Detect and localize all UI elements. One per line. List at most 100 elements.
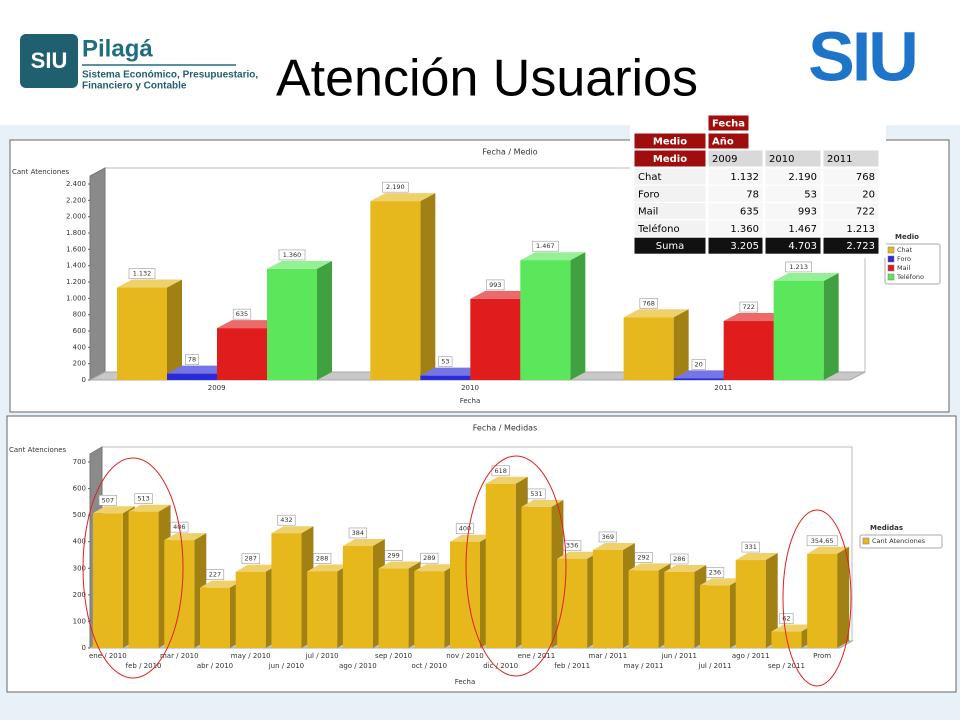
value-label: 722 <box>742 303 754 311</box>
bar <box>235 571 266 648</box>
value-label-box <box>277 514 296 526</box>
table-text: 993 <box>798 207 817 218</box>
bar <box>700 585 730 648</box>
table-cell <box>764 236 822 255</box>
value-label-box <box>486 279 505 291</box>
x-tick-label: ene / 2011 <box>518 652 556 660</box>
bar-top <box>723 313 789 322</box>
bar <box>342 545 373 648</box>
value-label: 62 <box>782 615 790 623</box>
bar <box>735 560 766 648</box>
table-text: 1.360 <box>730 224 759 235</box>
x-tick-label: abr / 2010 <box>197 662 233 670</box>
table-text: Teléfono <box>637 223 680 235</box>
bar-top <box>700 578 742 586</box>
bar <box>521 506 552 648</box>
value-label-box <box>691 359 706 370</box>
legend-swatch <box>887 273 895 281</box>
value-label-box <box>185 354 200 365</box>
y-tick-label: 0 <box>82 376 86 384</box>
y-tick-label: 700 <box>73 458 86 466</box>
chart-title: Fecha / Medidas <box>473 424 538 433</box>
table-text: Foro <box>638 189 660 200</box>
x-tick-label: 2009 <box>208 384 226 392</box>
value-label: 531 <box>530 490 542 498</box>
bar-top <box>521 499 564 507</box>
value-label: 369 <box>602 533 614 541</box>
bar <box>164 540 195 648</box>
bar-top <box>128 504 171 512</box>
value-label: 236 <box>709 568 721 576</box>
x-tick-label: may / 2011 <box>624 662 664 670</box>
bar-side <box>167 279 182 380</box>
value-label: 289 <box>423 554 435 562</box>
left-wall <box>89 167 106 381</box>
value-label-box <box>563 540 582 552</box>
bar <box>807 553 838 648</box>
table-cell <box>822 149 880 168</box>
bar <box>771 631 802 648</box>
pivot-table: Fecha Medio Año Medio 2009 2010 2011 Chat 1.132 2… <box>630 112 886 258</box>
value-label-box <box>779 613 794 624</box>
value-label: 2.190 <box>386 183 405 191</box>
bar-top <box>271 526 314 534</box>
table-text: Suma <box>656 241 685 252</box>
bar <box>117 287 167 380</box>
bar-top <box>92 506 135 514</box>
legend-label: Teléfono <box>896 273 924 281</box>
bar-side <box>317 260 332 380</box>
x-tick-label: mar / 2010 <box>160 652 199 660</box>
value-label: 299 <box>387 552 399 560</box>
y-tick-label: 200 <box>73 360 86 368</box>
x-axis-label: Fecha <box>455 678 476 686</box>
bar <box>414 571 445 648</box>
bar-top <box>164 533 207 541</box>
bar-top <box>628 563 671 571</box>
value-label-box <box>670 553 689 565</box>
bar <box>267 268 317 380</box>
table-text: Mail <box>638 207 658 218</box>
bar-top <box>485 476 528 484</box>
value-label-box <box>382 181 409 193</box>
value-label-box <box>741 541 760 553</box>
value-label-box <box>532 240 559 252</box>
value-label: 354,65 <box>811 537 834 545</box>
bar-top <box>217 320 282 329</box>
highlight-ellipse <box>82 457 184 679</box>
x-axis-label: Fecha <box>460 397 481 405</box>
bar-top <box>414 564 457 572</box>
table-text: 1.467 <box>788 224 817 235</box>
legend-box <box>859 534 943 549</box>
bar-top <box>200 580 242 588</box>
y-tick-label: 1.000 <box>66 294 86 302</box>
y-tick-label: 300 <box>73 564 86 572</box>
product-line: Financiero y Contable <box>82 81 187 92</box>
value-label-box <box>348 527 367 539</box>
bar-side <box>673 309 689 380</box>
bar <box>557 558 588 648</box>
value-label-box <box>98 494 117 506</box>
bar <box>128 511 159 648</box>
value-label-box <box>739 301 758 313</box>
value-label-box <box>384 550 403 561</box>
value-label-box <box>134 493 153 504</box>
value-label-box <box>278 249 306 261</box>
highlight-ellipse <box>465 455 567 677</box>
legend-swatch <box>887 264 895 272</box>
value-label-box <box>598 531 617 543</box>
bar <box>217 328 267 380</box>
y-tick-label: 2.200 <box>66 196 86 204</box>
legend-swatch <box>887 246 895 254</box>
product-line: Sistema Económico, Presupuestario, <box>82 70 258 81</box>
table-text: Medio <box>653 137 687 148</box>
bar-side <box>570 252 586 380</box>
bar-top <box>117 279 182 288</box>
bar <box>420 375 471 380</box>
value-label: 1.213 <box>789 263 808 271</box>
slide-title: Atención Usuarios <box>276 50 698 108</box>
x-tick-label: 2010 <box>461 384 479 392</box>
table-text: 20 <box>862 189 875 200</box>
bar <box>307 571 338 648</box>
bar <box>592 549 623 648</box>
